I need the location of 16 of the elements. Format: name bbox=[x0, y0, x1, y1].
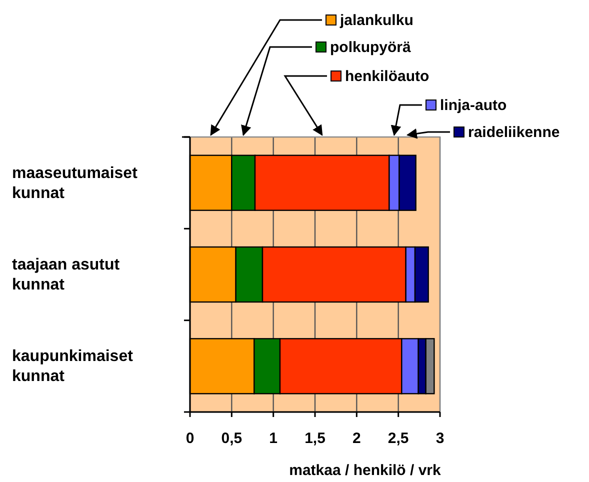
y-tick-label: maaseutumaiset kunnat bbox=[12, 164, 138, 202]
x-tick-label: 1,5 bbox=[304, 430, 326, 447]
x-tick-label: 3 bbox=[436, 430, 444, 447]
x-axis-title: matkaa / henkilö / vrk bbox=[289, 462, 442, 479]
legend-label: raideliikenne bbox=[468, 124, 560, 141]
x-tick-label: 0 bbox=[186, 430, 194, 447]
x-tick-label: 0,5 bbox=[221, 430, 242, 447]
legend-label: linja-auto bbox=[440, 97, 507, 114]
x-tick-label: 2,5 bbox=[388, 430, 409, 447]
legend-label: henkilöauto bbox=[345, 68, 430, 85]
legend-label: jalankulku bbox=[339, 12, 414, 29]
y-tick-label: kaupunkimaiset kunnat bbox=[12, 348, 134, 386]
x-tick-label: 2 bbox=[352, 430, 361, 447]
legend-label: polkupyörä bbox=[330, 39, 412, 56]
y-tick-label: taajaan asutut kunnat bbox=[12, 256, 120, 294]
x-tick-label: 1 bbox=[269, 430, 278, 447]
